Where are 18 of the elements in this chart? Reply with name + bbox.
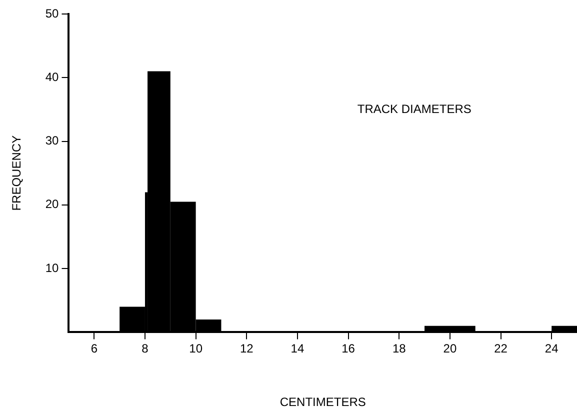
y-tick-label: 10 (45, 260, 60, 275)
x-tick-label: 12 (240, 342, 254, 356)
annotation: TRACK DIAMETERS (357, 102, 472, 116)
y-tick-label: 40 (45, 70, 60, 84)
x-tick-label: 10 (189, 342, 203, 356)
y-tick-label: 20 (45, 197, 60, 212)
y-tick-label: 50 (45, 6, 60, 20)
x-tick-label: 14 (290, 342, 304, 356)
y-axis-title: FREQUENCY (10, 135, 24, 211)
x-tick-label: 24 (544, 342, 559, 356)
y-tick-label: 30 (45, 134, 60, 148)
x-tick-label: 16 (342, 342, 356, 356)
x-axis-title: CENTIMETERS (280, 395, 366, 410)
x-tick-label: 6 (90, 342, 98, 356)
x-tick-label: 22 (494, 342, 508, 356)
x-tick-label: 20 (443, 342, 457, 356)
x-tick-label: 8 (142, 342, 149, 356)
x-tick-label: 18 (392, 342, 406, 356)
